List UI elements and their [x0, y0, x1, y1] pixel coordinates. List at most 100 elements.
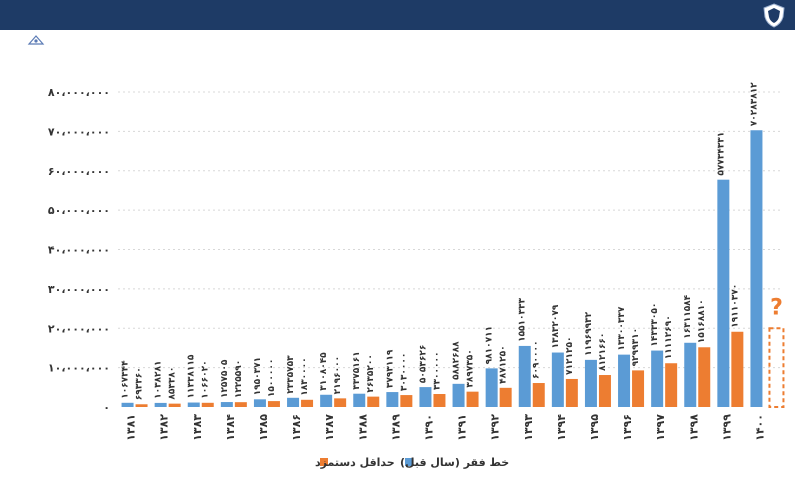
- organization-logo-icon: [27, 35, 45, 45]
- minimum-wage-value-label: ۲۱۹۶۰۰۰: [333, 356, 343, 394]
- legend-label-poverty-line: خط فقر (سال قبل): [400, 456, 509, 469]
- poverty-line-value-label: ۱۶۳۱۱۵۸۴: [683, 294, 693, 338]
- minimum-wage-value-label: ۳۰۳۰۰۰۰: [399, 353, 409, 391]
- legend-swatch-minimum-wage: [320, 458, 328, 466]
- poverty-line-value-label: ۱۱۹۶۹۹۳۲: [584, 311, 594, 355]
- poverty-line-bar: [353, 393, 366, 407]
- poverty-line-bar: [651, 350, 664, 407]
- legend-label-minimum-wage: حداقل دستمزد: [315, 456, 395, 469]
- x-tick-label: ۱۳۸۶: [290, 414, 303, 441]
- minimum-wage-value-label: ۷۱۲۱۲۵۰: [565, 337, 575, 375]
- poverty-line-value-label: ۱۳۸۳۲۰۷۹: [551, 304, 561, 348]
- poverty-line-value-label: ۷۰۲۸۳۸۱۲: [749, 82, 759, 126]
- poverty-line-value-label: ۹۸۱۰۷۱۱: [485, 326, 495, 364]
- minimum-wage-value-label: ۱۸۳۰۰۰۰: [300, 357, 310, 395]
- poverty-line-bar: [717, 179, 730, 407]
- poverty-line-bar: [618, 354, 631, 407]
- minimum-wage-bar: [135, 404, 148, 407]
- poverty-line-value-label: ۱۴۳۳۳۰۵۰: [650, 303, 660, 347]
- minimum-wage-value-label: ۱۵۱۶۸۸۱۰: [697, 299, 707, 343]
- minimum-wage-value-label: ۱۲۲۵۵۹۰: [234, 360, 244, 398]
- y-tick-label: ۴۰،۰۰۰،۰۰۰: [48, 244, 110, 257]
- poverty-line-value-label: ۵۸۸۲۶۸۸: [452, 341, 462, 380]
- x-tick-label: ۱۴۰۰: [753, 414, 766, 441]
- poverty-line-value-label: ۱۲۵۷۵۰۵: [220, 359, 230, 398]
- minimum-wage-value-label: ۳۸۹۷۳۵۰: [466, 349, 476, 387]
- minimum-wage-bar: [301, 399, 314, 407]
- x-tick-label: ۱۳۹۱: [456, 414, 469, 441]
- x-tick-label: ۱۳۸۹: [389, 414, 402, 441]
- minimum-wage-placeholder-bar: [768, 327, 785, 408]
- missing-value-marker: ?: [770, 295, 783, 320]
- poverty-line-value-label: ۱۱۳۳۸۱۱۵: [187, 354, 197, 398]
- minimum-wage-bar: [565, 378, 578, 407]
- minimum-wage-value-label: ۹۲۹۹۳۱۰: [631, 328, 641, 366]
- minimum-wage-bar: [665, 363, 678, 407]
- poverty-line-bar: [551, 352, 564, 407]
- legend-swatch-poverty-line: [405, 458, 413, 466]
- poverty-line-bar: [220, 402, 233, 407]
- y-tick-label: ۷۰،۰۰۰،۰۰۰: [48, 125, 110, 138]
- minimum-wage-bar: [267, 401, 280, 407]
- poverty-line-bar: [750, 130, 763, 407]
- poverty-line-value-label: ۳۷۹۳۱۱۹: [385, 349, 395, 388]
- y-tick-label: ۶۰،۰۰۰،۰۰۰: [48, 165, 110, 178]
- minimum-wage-bar: [598, 375, 611, 407]
- y-tick-label: ۲۰،۰۰۰،۰۰۰: [48, 322, 110, 335]
- poverty-line-value-label: ۱۹۵۰۳۷۱: [253, 357, 263, 395]
- minimum-wage-value-label: ۴۸۷۱۲۵۰: [499, 345, 509, 383]
- x-tick-label: ۱۳۹۶: [621, 414, 634, 441]
- poverty-line-bar: [518, 345, 531, 407]
- poverty-line-value-label: ۵۷۷۳۴۳۳۱: [716, 132, 726, 176]
- y-tick-label: ۰: [103, 401, 110, 414]
- x-tick-label: ۱۳۸۵: [257, 414, 270, 441]
- poverty-line-value-label: ۵۰۵۳۶۲۶: [418, 345, 428, 383]
- poverty-line-bar: [187, 402, 200, 407]
- poverty-line-bar: [684, 342, 697, 407]
- minimum-wage-bar: [234, 402, 247, 407]
- minimum-wage-value-label: ۳۳۰۰۰۰۰: [432, 352, 442, 390]
- x-tick-label: ۱۳۸۷: [323, 414, 336, 441]
- minimum-wage-value-label: ۸۵۳۳۸۰: [168, 367, 178, 400]
- x-tick-label: ۱۳۸۲: [158, 414, 171, 441]
- x-tick-label: ۱۳۹۷: [654, 414, 667, 441]
- minimum-wage-bar: [499, 387, 512, 407]
- y-tick-label: ۸۰،۰۰۰،۰۰۰: [48, 86, 110, 99]
- x-tick-label: ۱۳۸۱: [125, 414, 138, 441]
- poverty-line-bar: [121, 402, 134, 407]
- x-tick-label: ۱۳۹۲: [489, 414, 502, 441]
- poverty-line-bar: [485, 368, 498, 407]
- poverty-line-value-label: ۳۳۷۵۱۶۱: [352, 351, 362, 389]
- minimum-wage-bar: [632, 370, 645, 407]
- minimum-wage-bar: [334, 398, 347, 407]
- poverty-line-bar: [419, 387, 432, 407]
- minimum-wage-bar: [731, 331, 744, 407]
- poverty-line-value-label: ۱۵۵۱۰۳۳۳: [518, 297, 528, 341]
- poverty-line-value-label: ۱۰۶۷۳۴۴: [121, 360, 131, 399]
- x-tick-label: ۱۳۹۴: [555, 414, 568, 441]
- minimum-wage-bar: [367, 396, 380, 407]
- minimum-wage-bar: [698, 347, 711, 407]
- minimum-wage-value-label: ۱۰۶۶۰۲۰: [201, 360, 211, 398]
- x-tick-label: ۱۳۹۵: [588, 414, 601, 441]
- minimum-wage-value-label: ۱۹۱۱۰۳۷۰: [730, 284, 740, 328]
- poverty-line-bar: [320, 394, 333, 407]
- x-tick-label: ۱۳۸۴: [224, 414, 237, 441]
- x-tick-label: ۱۳۹۳: [522, 414, 535, 441]
- minimum-wage-bar: [201, 402, 214, 407]
- minimum-wage-value-label: ۱۵۰۰۰۰۰: [267, 359, 277, 397]
- minimum-wage-bar: [433, 394, 446, 407]
- x-tick-label: ۱۳۹۸: [687, 414, 700, 441]
- y-tick-label: ۱۰،۰۰۰،۰۰۰: [48, 362, 110, 375]
- minimum-wage-value-label: ۶۰۹۰۰۰۰: [532, 341, 542, 379]
- y-tick-label: ۳۰،۰۰۰،۰۰۰: [48, 283, 110, 296]
- poverty-line-value-label: ۲۳۳۵۷۵۳: [286, 355, 296, 394]
- poverty-line-bar: [386, 392, 399, 407]
- poverty-line-bar: [584, 359, 597, 407]
- shield-logo-icon: [763, 3, 785, 28]
- organization-block: [4, 34, 68, 48]
- header-bar: [0, 0, 795, 30]
- poverty-line-value-label: ۱۰۳۸۲۸۱: [154, 360, 164, 398]
